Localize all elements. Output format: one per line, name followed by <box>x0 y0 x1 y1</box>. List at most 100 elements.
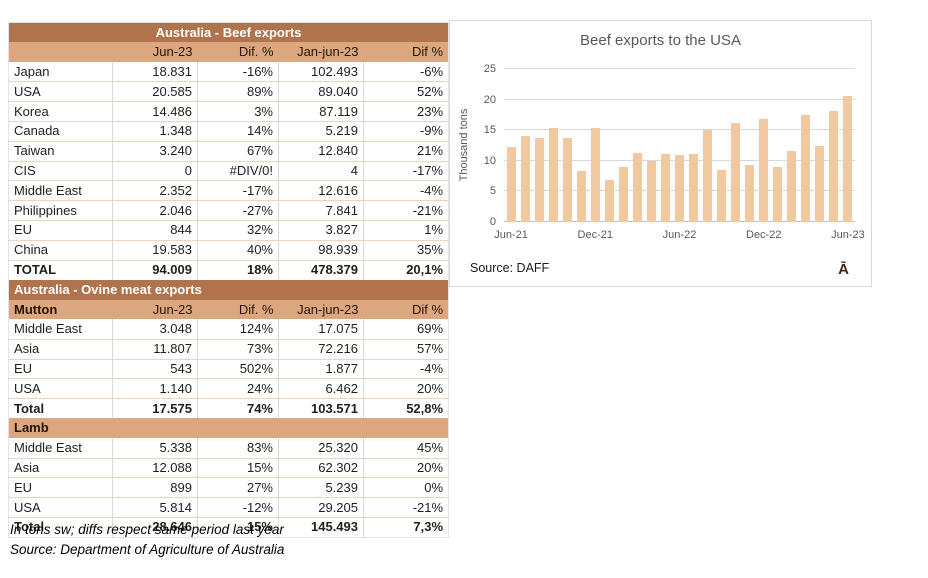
bar-Sep-21 <box>548 128 558 222</box>
row-value: -4% <box>362 180 449 202</box>
table-row: Asia 12.088 15% 62.302 20% <box>8 458 449 479</box>
x-tick-label: Jun-21 <box>494 229 528 241</box>
row-value: 27% <box>197 477 279 499</box>
row-value: 12.840 <box>278 141 364 162</box>
y-tick-label: 10 <box>483 154 496 167</box>
total-label: TOTAL <box>14 262 57 278</box>
total-value: 94.009 <box>112 260 198 280</box>
table-row: Middle East 2.352 -17% 12.616 -4% <box>8 180 449 202</box>
table-row: EU 844 32% 3.827 1% <box>8 220 449 241</box>
row-value: -21% <box>362 200 449 221</box>
bar-Dec-21 <box>590 128 600 222</box>
row-value: 5.239 <box>278 477 364 499</box>
total-value: 17.575 <box>112 398 198 419</box>
row-value: 89.040 <box>278 81 364 103</box>
row-value: -21% <box>362 497 449 518</box>
bar-Jul-22 <box>688 154 698 222</box>
exports-table: Australia - Beef exports Jun-23 Dif. % J… <box>8 22 450 538</box>
table-row: USA 1.140 24% 6.462 20% <box>8 378 449 400</box>
row-label: EU <box>8 220 113 241</box>
chart-plot-area: 0 5 10 15 20 25 Jun-21 Dec-21 Jun-22 Dec-22 Jun-23 <box>484 63 865 241</box>
row-value: 20% <box>362 458 449 479</box>
y-tick-label: 20 <box>483 93 496 106</box>
table-row: Philippines 2.046 -27% 7.841 -21% <box>8 200 449 221</box>
beef-col-dif2: Dif % <box>363 42 449 63</box>
bar-series <box>504 69 855 222</box>
total-value: 52,8% <box>362 398 449 419</box>
table-row: Taiwan 3.240 67% 12.840 21% <box>8 141 449 162</box>
bar-Apr-23 <box>815 145 825 222</box>
row-value: 3.827 <box>278 220 364 241</box>
row-label: Middle East <box>8 180 113 202</box>
mutton-section-label: Mutton <box>8 299 113 320</box>
table-row: Canada 1.348 14% 5.219 -9% <box>8 121 449 142</box>
mutton-col-jun23: Jun-23 <box>112 299 198 320</box>
row-value: 1.348 <box>112 121 198 142</box>
table-row: Korea 14.486 3% 87.119 23% <box>8 101 449 122</box>
row-value: 15% <box>197 458 279 479</box>
footnote-source: Source: Department of Agriculture of Aus… <box>10 541 285 557</box>
y-tick-label: 15 <box>483 124 496 137</box>
bar-Mar-22 <box>632 153 642 222</box>
gridline <box>504 68 855 69</box>
total-value: 145.493 <box>278 517 364 538</box>
row-value: 72.216 <box>278 339 364 360</box>
row-value: 69% <box>362 319 449 340</box>
table-row: Japan 18.831 -16% 102.493 -6% <box>8 62 449 83</box>
table-row: Asia 11.807 73% 72.216 57% <box>8 339 449 360</box>
bar-Mar-23 <box>801 114 811 222</box>
chart-y-axis-title: Thousand tons <box>458 108 470 182</box>
row-value: 543 <box>112 359 198 380</box>
row-value: 1.140 <box>112 378 198 400</box>
bar-Jan-22 <box>604 180 614 222</box>
row-value: 52% <box>362 81 449 103</box>
row-value: 17.075 <box>278 319 364 340</box>
row-value: 0 <box>112 161 198 182</box>
bar-Oct-21 <box>562 138 572 222</box>
bar-Jan-23 <box>773 166 783 222</box>
row-value: 19.583 <box>112 240 198 261</box>
bar-Oct-22 <box>731 122 741 222</box>
row-value: -9% <box>362 121 449 142</box>
row-value: 5.814 <box>112 497 198 518</box>
row-value: -17% <box>362 161 449 182</box>
row-value: 87.119 <box>278 101 364 122</box>
table-row: Middle East 3.048 124% 17.075 69% <box>8 319 449 340</box>
mutton-col-dif1: Dif. % <box>197 299 279 320</box>
ovine-table-title-row: Australia - Ovine meat exports <box>8 279 449 300</box>
x-tick-label: Dec-22 <box>746 229 782 241</box>
row-label: Middle East <box>8 438 113 459</box>
table-row: USA 5.814 -12% 29.205 -21% <box>8 497 449 518</box>
bar-Feb-22 <box>618 166 628 222</box>
row-value: 124% <box>197 319 279 340</box>
gridline <box>504 98 855 100</box>
row-label: Asia <box>8 458 113 479</box>
beef-col-janjun23: Jan-jun-23 <box>278 42 364 63</box>
bar-Dec-22 <box>759 119 769 222</box>
bar-Jun-21 <box>506 147 516 222</box>
total-value: 103.571 <box>278 398 364 419</box>
beef-col-jun23: Jun-23 <box>112 42 198 63</box>
row-value: 14.486 <box>112 101 198 122</box>
lamb-header-row: Lamb <box>8 418 449 439</box>
row-value: 18.831 <box>112 62 198 83</box>
row-value: 12.616 <box>278 180 364 202</box>
row-value: 45% <box>362 438 449 459</box>
row-value: 3% <box>197 101 279 122</box>
table-footnotes: In tons sw; diffs respect same period la… <box>10 520 284 559</box>
total-value: 28.646 <box>112 517 198 538</box>
beef-table-title: Australia - Beef exports <box>8 22 449 43</box>
total-label: Total <box>14 400 45 416</box>
chart-source-label: Source: DAFF <box>470 261 550 275</box>
row-value: 20.585 <box>112 81 198 103</box>
row-value: 40% <box>197 240 279 261</box>
row-value: 2.352 <box>112 180 198 202</box>
bar-Nov-22 <box>745 165 755 222</box>
row-value: 11.807 <box>112 339 198 360</box>
row-value: 3.048 <box>112 319 198 340</box>
row-label: China <box>8 240 113 261</box>
row-value: 899 <box>112 477 198 499</box>
row-value: 20% <box>362 378 449 400</box>
row-value: 29.205 <box>278 497 364 518</box>
